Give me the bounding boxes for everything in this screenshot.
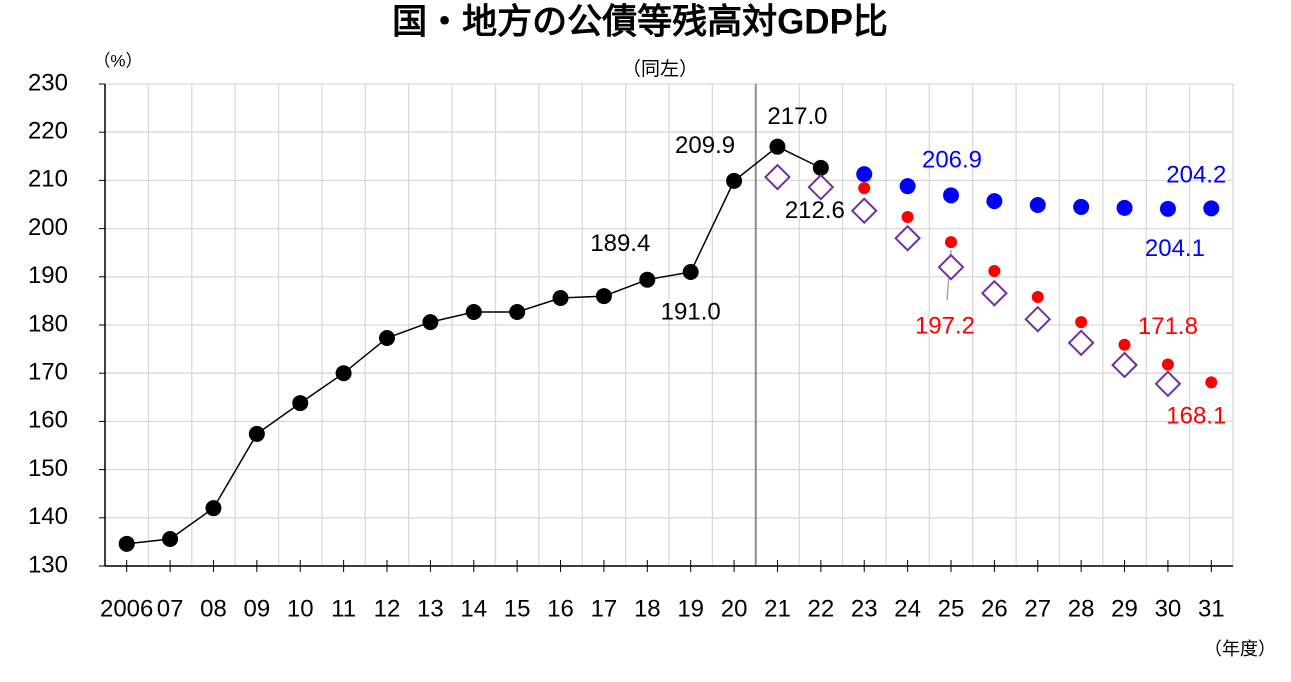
point-marker — [465, 303, 482, 320]
x-tick-label: 17 — [591, 595, 618, 622]
point-marker — [1159, 200, 1176, 217]
chart-title: 国・地方の公債等残高対GDP比 — [392, 2, 888, 41]
diamond-marker — [1111, 351, 1138, 379]
point-marker — [595, 288, 612, 305]
y-tick-label: 140 — [28, 503, 68, 530]
diamond-marker — [980, 279, 1008, 307]
point-marker — [1161, 358, 1174, 371]
point-marker — [945, 236, 957, 249]
diamond-marker — [807, 173, 835, 201]
diamond-marker — [764, 163, 791, 191]
x-tick-label: 29 — [1111, 595, 1138, 622]
x-tick-label: 22 — [807, 595, 834, 622]
point-marker — [379, 330, 395, 347]
point-marker — [858, 182, 871, 195]
point-marker — [726, 172, 743, 189]
x-tick-label: 21 — [764, 595, 791, 622]
data-label: 212.6 — [785, 197, 845, 224]
point-marker — [812, 159, 829, 176]
data-label: 168.1 — [1166, 403, 1226, 430]
point-marker — [1203, 200, 1220, 217]
diamond-marker — [894, 224, 922, 252]
diamond-marker — [1154, 370, 1182, 398]
data-label: 191.0 — [661, 298, 721, 325]
point-marker — [943, 187, 959, 204]
x-tick-label: 10 — [287, 595, 314, 622]
point-marker — [248, 425, 265, 442]
x-tick-label: 27 — [1024, 595, 1051, 622]
data-label: 204.1 — [1145, 235, 1205, 262]
point-marker — [509, 303, 526, 320]
series-line — [126, 145, 822, 545]
point-marker — [205, 500, 222, 517]
x-tick-label: 18 — [634, 595, 661, 622]
diamond-marker — [850, 197, 878, 225]
x-tick-label: 13 — [417, 595, 444, 622]
annotation: （同左） — [622, 58, 698, 80]
y-tick-label: 210 — [28, 166, 68, 193]
x-tick-label: 09 — [243, 595, 270, 622]
y-tick-label: 220 — [28, 118, 68, 145]
x-tick-label: 26 — [981, 595, 1008, 622]
point-marker — [1073, 198, 1090, 215]
diamond-marker — [1067, 329, 1095, 357]
point-marker — [639, 271, 656, 288]
x-tick-label: 14 — [460, 595, 487, 622]
x-tick-label: 16 — [547, 595, 574, 622]
point-marker — [1031, 291, 1044, 304]
x-tick-label: 08 — [200, 595, 227, 622]
x-tick-label: 23 — [851, 595, 878, 622]
x-tick-label: 20 — [721, 595, 748, 622]
point-marker — [986, 193, 1003, 210]
y-tick-label: 230 — [28, 69, 68, 96]
x-tick-label: 25 — [938, 595, 965, 622]
point-marker — [1116, 199, 1133, 216]
x-tick-label: 19 — [677, 595, 704, 622]
point-marker — [901, 211, 914, 224]
x-tick-label: 2006 — [100, 595, 153, 622]
data-label: 217.0 — [767, 103, 827, 130]
data-label: 209.9 — [675, 132, 735, 159]
y-unit-label: （%） — [93, 51, 142, 70]
y-tick-label: 200 — [28, 214, 68, 241]
y-tick-label: 130 — [28, 551, 68, 578]
point-marker — [769, 138, 786, 155]
y-tick-label: 160 — [28, 407, 68, 434]
point-marker — [1029, 196, 1046, 213]
data-label: 189.4 — [590, 230, 650, 257]
point-marker — [899, 178, 916, 195]
point-marker — [682, 263, 699, 280]
point-marker — [856, 166, 873, 183]
point-marker — [1075, 316, 1088, 329]
x-unit-label: （年度） — [1204, 639, 1276, 659]
x-tick-label: 11 — [331, 595, 356, 622]
x-tick-label: 24 — [894, 595, 921, 622]
y-tick-label: 180 — [28, 310, 68, 337]
point-marker — [552, 290, 569, 307]
diamond-marker — [1024, 305, 1052, 333]
point-marker — [162, 531, 179, 548]
y-tick-label: 150 — [28, 455, 68, 482]
point-marker — [1205, 376, 1218, 389]
point-marker — [292, 395, 309, 412]
data-label: 206.9 — [922, 147, 982, 174]
y-tick-label: 190 — [28, 262, 68, 289]
y-tick-label: 170 — [28, 359, 68, 386]
x-tick-label: 31 — [1198, 595, 1225, 622]
point-marker — [118, 535, 135, 552]
x-tick-label: 07 — [157, 595, 184, 622]
point-marker — [335, 365, 352, 382]
data-label: 204.2 — [1166, 162, 1226, 189]
diamond-marker — [937, 253, 965, 281]
point-marker — [1118, 338, 1131, 351]
data-label: 171.8 — [1138, 313, 1198, 340]
point-marker — [988, 265, 1001, 278]
x-tick-label: 12 — [374, 595, 401, 622]
point-marker — [422, 314, 439, 331]
x-tick-label: 30 — [1155, 595, 1182, 622]
data-label: 197.2 — [915, 312, 975, 339]
x-tick-label: 28 — [1068, 595, 1095, 622]
x-tick-label: 15 — [504, 595, 531, 622]
